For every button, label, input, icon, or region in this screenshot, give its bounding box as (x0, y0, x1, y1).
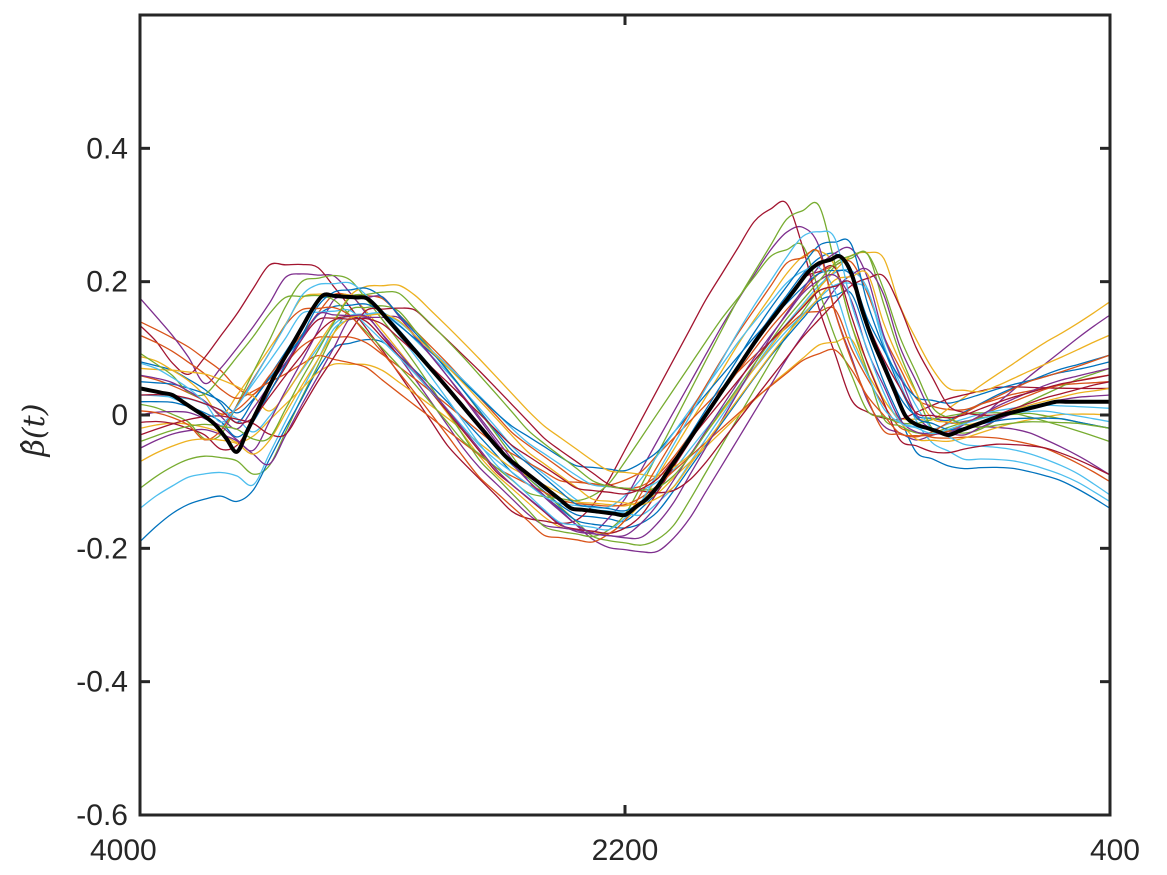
series-line-3 (139, 249, 1111, 535)
x-tick-label: 4000 (90, 834, 157, 867)
x-tick-label: 2200 (592, 834, 659, 867)
y-tick-label: 0.4 (86, 132, 128, 165)
series-line-21 (139, 273, 1111, 494)
series-line-7 (139, 200, 1111, 525)
series-line-5 (139, 250, 1111, 546)
series-line-24 (139, 270, 1111, 506)
series-line-4 (139, 225, 1111, 534)
y-tick-label: -0.2 (76, 532, 128, 565)
y-tick-label: -0.4 (76, 666, 128, 699)
mean-series-line (139, 254, 1110, 518)
series-line-1 (139, 252, 1111, 523)
series-line-16 (139, 334, 1111, 507)
series-line-26 (139, 251, 1111, 491)
series-line-13 (139, 282, 1111, 496)
series-curves (139, 200, 1111, 554)
series-line-27 (139, 230, 1111, 531)
series-line-25 (139, 273, 1111, 538)
axis-ticks (138, 15, 1112, 817)
y-tick-label: 0 (111, 399, 128, 432)
series-line-9 (139, 306, 1111, 486)
series-line-10 (139, 336, 1111, 507)
series-line-11 (139, 267, 1111, 554)
y-tick-labels: -0.6 -0.4 -0.2 0 0.2 0.4 (76, 132, 128, 832)
y-tick-label: 0.2 (86, 266, 128, 299)
series-line-28 (139, 280, 1111, 495)
series-line-17 (139, 251, 1111, 478)
series-line-20 (139, 265, 1111, 509)
y-tick-label: -0.6 (76, 799, 128, 832)
y-axis-label: β̂(t) (17, 404, 52, 458)
series-line-12 (139, 201, 1111, 538)
series-line-15 (139, 269, 1111, 472)
x-tick-labels: 4000 2200 400 (90, 834, 1140, 867)
series-line-19 (139, 242, 1111, 502)
x-tick-label: 400 (1090, 834, 1140, 867)
